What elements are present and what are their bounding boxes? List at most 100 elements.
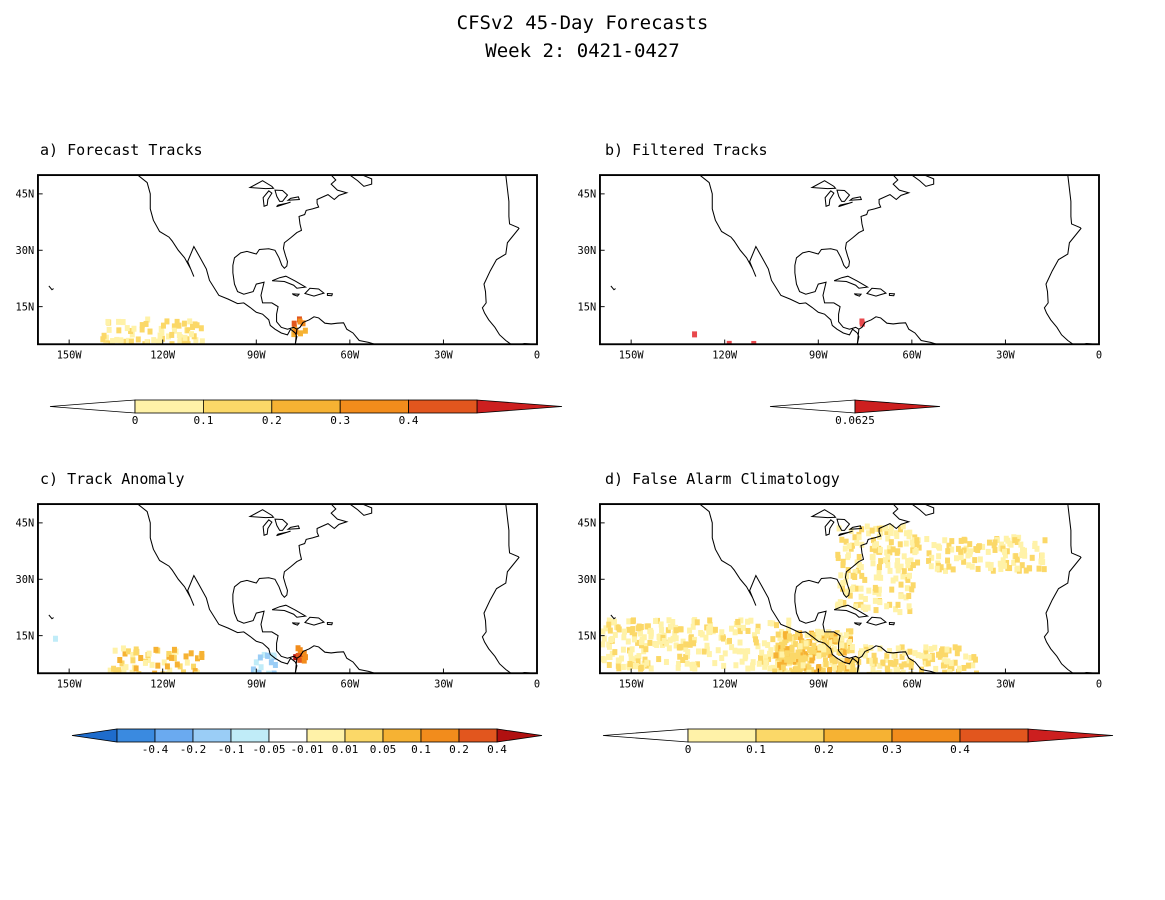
data-cell bbox=[125, 648, 131, 655]
data-cell bbox=[1016, 534, 1022, 541]
data-cell bbox=[768, 647, 774, 654]
data-cell bbox=[797, 643, 803, 650]
data-cell bbox=[834, 630, 840, 637]
data-cell bbox=[644, 623, 650, 630]
data-cell bbox=[1013, 553, 1019, 560]
data-cell bbox=[878, 574, 884, 581]
colorbar-c: -0.4 -0.2 -0.1 -0.05 -0.01 0.01 0.05 0.1 0.2 0.4 bbox=[71, 728, 543, 756]
data-cell bbox=[842, 545, 848, 552]
data-cell bbox=[822, 638, 828, 645]
data-cell bbox=[958, 537, 964, 544]
data-cell bbox=[883, 525, 889, 532]
data-cell bbox=[946, 563, 952, 570]
data-cell bbox=[1023, 567, 1029, 574]
data-cell bbox=[854, 539, 860, 546]
data-cell bbox=[779, 651, 785, 658]
data-cell bbox=[298, 330, 303, 337]
data-cell bbox=[873, 574, 879, 581]
data-cell bbox=[712, 660, 718, 667]
data-cell bbox=[763, 659, 769, 666]
data-cell bbox=[877, 599, 883, 606]
lon-tick-label: 150W bbox=[619, 349, 645, 361]
data-cell bbox=[158, 325, 164, 332]
colorbar-swatch bbox=[134, 399, 204, 414]
data-cell bbox=[1018, 541, 1024, 548]
data-cell bbox=[859, 318, 865, 325]
data-cell bbox=[940, 662, 946, 669]
data-cell bbox=[603, 625, 609, 632]
data-cell bbox=[838, 661, 844, 668]
data-cell bbox=[968, 654, 974, 661]
data-cell bbox=[990, 567, 996, 574]
data-cell bbox=[844, 573, 850, 580]
data-cell bbox=[606, 653, 612, 660]
data-cell bbox=[843, 671, 849, 674]
data-cell bbox=[144, 339, 150, 345]
data-cell bbox=[877, 564, 882, 571]
data-cell bbox=[683, 641, 689, 648]
data-cell bbox=[265, 652, 270, 659]
data-cell bbox=[704, 642, 710, 649]
data-cell bbox=[818, 666, 824, 673]
panel-c-title: c) Track Anomaly bbox=[40, 470, 185, 488]
data-cell bbox=[780, 664, 786, 671]
colorbar-swatch bbox=[230, 728, 270, 743]
data-cell bbox=[913, 547, 919, 554]
data-cell bbox=[880, 659, 886, 666]
data-cell bbox=[755, 643, 761, 650]
lon-tick-label: 30W bbox=[434, 349, 453, 361]
data-cell bbox=[797, 646, 803, 653]
data-cell bbox=[139, 322, 145, 329]
data-cell bbox=[772, 668, 778, 674]
data-cell bbox=[133, 665, 139, 672]
data-cell bbox=[139, 326, 145, 333]
data-cell bbox=[819, 629, 825, 636]
data-cell bbox=[732, 629, 738, 636]
data-cell bbox=[699, 631, 705, 638]
data-cell bbox=[873, 586, 879, 593]
data-cell bbox=[898, 593, 904, 600]
data-cell bbox=[692, 636, 698, 643]
data-cell bbox=[900, 669, 906, 674]
data-cell bbox=[943, 651, 949, 658]
data-cell bbox=[958, 548, 964, 555]
data-cell bbox=[809, 657, 815, 664]
data-cell bbox=[830, 631, 836, 639]
data-cell bbox=[648, 631, 654, 638]
data-cell bbox=[656, 656, 662, 663]
data-cell bbox=[858, 585, 864, 592]
data-cell bbox=[631, 636, 637, 643]
data-cell bbox=[689, 664, 695, 671]
data-cell bbox=[895, 557, 901, 564]
data-cell bbox=[774, 622, 779, 629]
data-cell bbox=[765, 641, 771, 648]
data-cell bbox=[889, 586, 895, 593]
data-cell bbox=[849, 644, 855, 651]
colorbar-swatch bbox=[420, 728, 460, 743]
data-cell bbox=[129, 669, 135, 674]
data-cell bbox=[180, 669, 186, 674]
data-cell bbox=[926, 557, 932, 564]
data-cell bbox=[899, 644, 905, 651]
data-cell bbox=[271, 652, 277, 659]
colorbar-swatch bbox=[959, 728, 1029, 743]
data-cell bbox=[986, 539, 992, 546]
data-cell bbox=[727, 637, 732, 644]
data-cell bbox=[660, 634, 666, 641]
main-subtitle: Week 2: 0421-0427 bbox=[485, 40, 680, 62]
data-cell bbox=[850, 663, 856, 670]
lon-tick-label: 60W bbox=[341, 349, 360, 361]
data-cell bbox=[1002, 548, 1007, 555]
data-cell bbox=[840, 649, 846, 656]
data-cell bbox=[630, 626, 636, 633]
data-cell bbox=[297, 318, 303, 325]
data-cell bbox=[872, 542, 878, 549]
data-cell bbox=[791, 652, 797, 659]
data-cell bbox=[929, 554, 935, 561]
data-cell bbox=[606, 621, 612, 628]
data-cell bbox=[149, 661, 155, 668]
data-cell bbox=[721, 662, 727, 669]
data-cell bbox=[816, 652, 822, 659]
data-cell bbox=[166, 670, 172, 674]
data-cell bbox=[952, 644, 958, 651]
